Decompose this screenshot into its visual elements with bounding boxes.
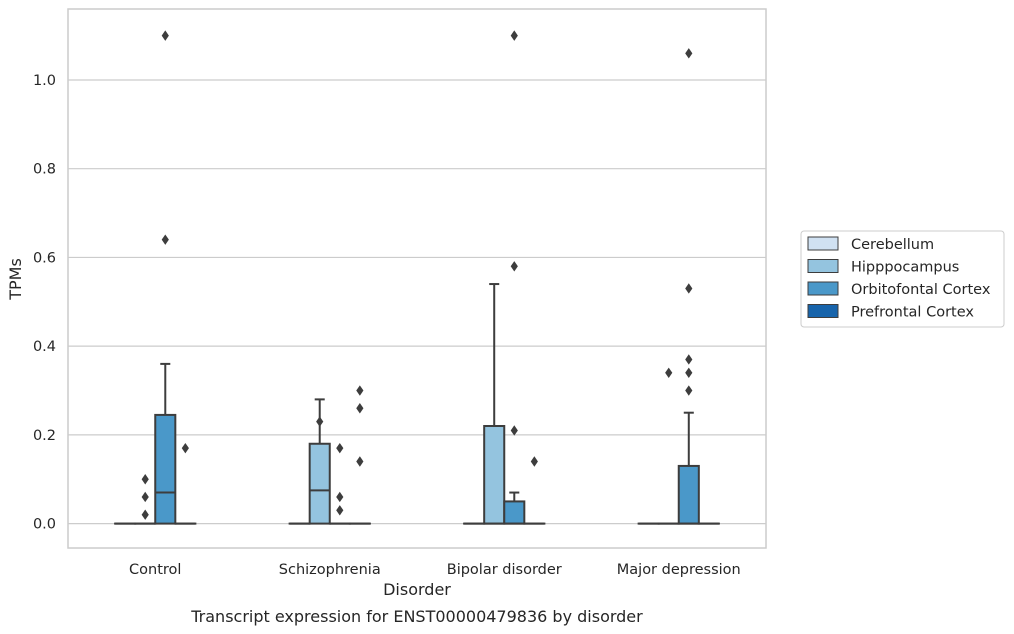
x-tick-label: Major depression (617, 562, 741, 578)
outlier-marker (510, 30, 518, 41)
x-tick-labels: Control Schizophrenia Bipolar disorder Majo… (129, 562, 741, 578)
outlier-marker (510, 261, 518, 272)
outlier-marker (685, 48, 693, 59)
x-tick-label: Schizophrenia (279, 562, 381, 578)
outlier-marker (336, 505, 344, 516)
outlier-marker (316, 416, 324, 427)
outlier-marker (161, 30, 169, 41)
legend-swatch (807, 236, 839, 251)
outlier-marker (685, 367, 693, 378)
outlier-marker (141, 509, 149, 520)
legend-swatch (807, 281, 839, 296)
outlier-marker (356, 456, 364, 467)
outlier-marker (510, 425, 518, 436)
outlier-marker (530, 456, 538, 467)
plot-frame (67, 8, 767, 549)
box-plot-series (114, 283, 720, 525)
outlier-marker (141, 491, 149, 503)
box (677, 464, 700, 525)
box (503, 500, 526, 525)
y-tick-label: 0.2 (33, 428, 56, 444)
outlier-marker (336, 491, 344, 503)
outlier-marker (685, 354, 693, 365)
box (308, 442, 331, 525)
box (483, 425, 506, 525)
x-tick-label: Bipolar disorder (447, 562, 562, 578)
legend-label: Orbitofontal Cortex (851, 282, 991, 298)
y-tick-label: 0.8 (33, 162, 56, 178)
x-tick-label: Control (129, 562, 181, 578)
y-tick-label: 0.4 (33, 339, 56, 355)
legend-label: Cerebellum (851, 237, 934, 253)
outlier-marker (356, 403, 364, 414)
outlier-marker (141, 474, 149, 485)
outlier-marker (161, 234, 169, 245)
outlier-marker (356, 385, 364, 396)
y-tick-label: 0.6 (33, 250, 56, 266)
legend-swatch (807, 259, 839, 273)
outlier-marker (665, 367, 673, 378)
legend-frame (800, 230, 1005, 328)
y-tick-label: 0.0 (33, 517, 56, 533)
outlier-marker (685, 385, 693, 396)
y-axis-title: TPMs (6, 258, 25, 301)
x-axis-title: Disorder (383, 580, 451, 599)
y-tick-labels: 0.0 0.2 0.4 0.6 0.8 1.0 (33, 73, 56, 533)
legend-label: Prefrontal Cortex (851, 305, 974, 321)
y-tick-label: 1.0 (33, 73, 56, 89)
outlier-marker (685, 283, 693, 294)
legend-swatch (807, 304, 839, 318)
legend-label: Hipppocampus (851, 260, 959, 276)
outlier-marker (336, 442, 344, 454)
outlier-marker (181, 442, 189, 454)
legend: Cerebellum Hipppocampus Orbitofontal Corte… (800, 230, 1005, 328)
outlier-points (141, 30, 693, 520)
box (154, 413, 177, 525)
figure-caption: Transcript expression for ENST0000047983… (190, 607, 643, 626)
